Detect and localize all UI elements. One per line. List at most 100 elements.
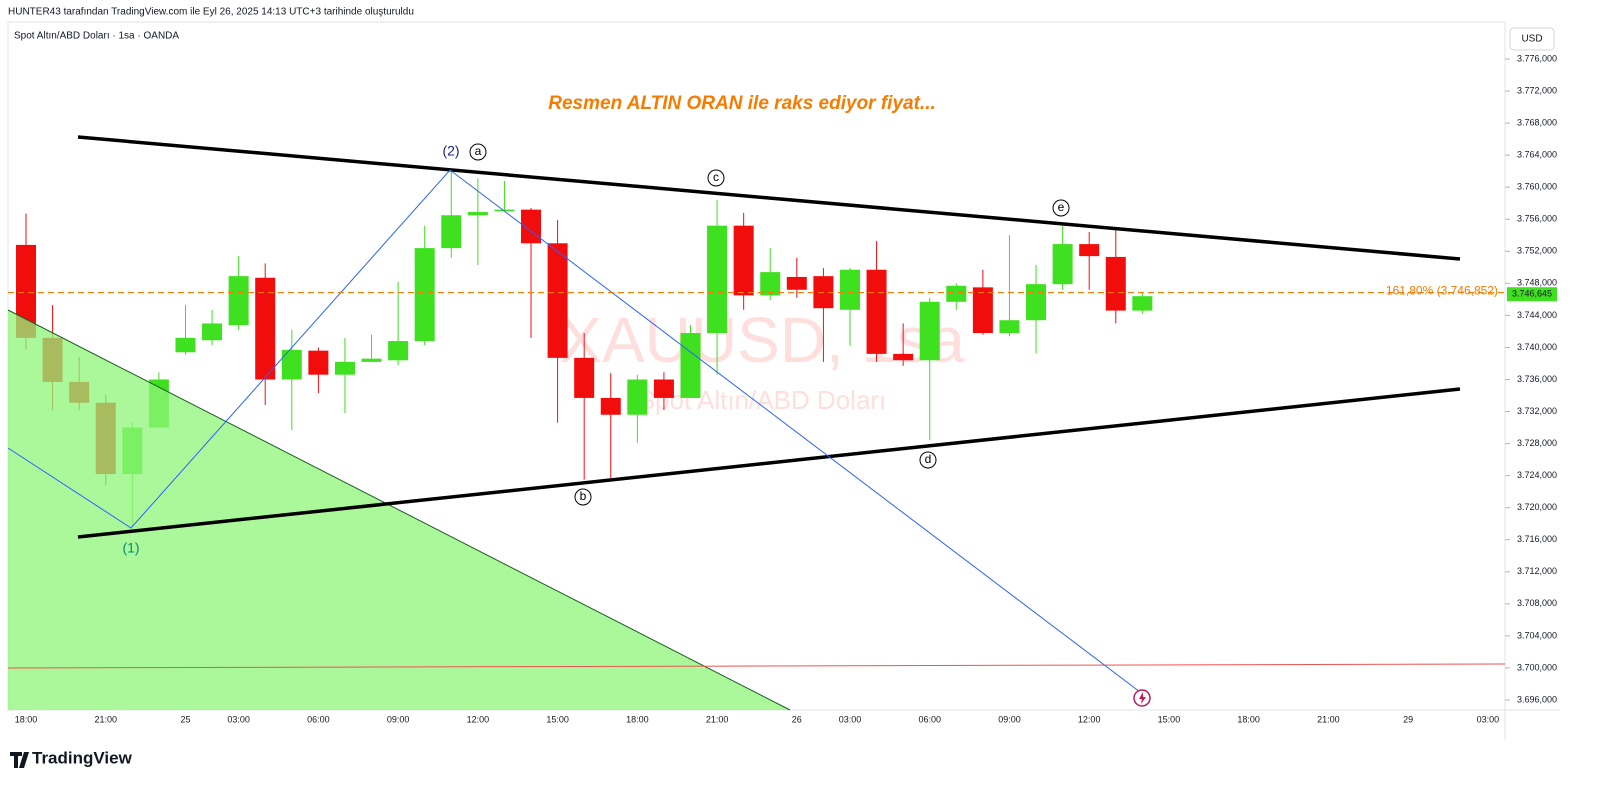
annotation: Resmen ALTIN ORAN ile raks ediyor fiyat.…	[548, 93, 936, 114]
candle-body	[334, 361, 355, 375]
candle-body	[16, 244, 36, 338]
candle-body	[308, 350, 329, 375]
candle-body	[680, 333, 701, 398]
symbol: Spot Altın/ABD Doları · 1sa · OANDA	[14, 31, 179, 42]
candle-body	[388, 341, 409, 361]
x-tick-label: 15:00	[1158, 714, 1181, 724]
x-tick-label: 25	[180, 714, 190, 724]
y-tick-label: 3.716,000	[1517, 534, 1557, 544]
wave-circle	[469, 143, 487, 161]
candle-body	[707, 225, 728, 334]
wave-label: (1)	[122, 540, 139, 556]
candle-body	[1079, 244, 1100, 257]
currency-box[interactable]	[1509, 27, 1555, 51]
candle-body	[228, 276, 249, 326]
x-tick-label: 18:00	[626, 714, 649, 724]
candle-body	[255, 277, 276, 380]
x-tick-label: 09:00	[998, 714, 1021, 724]
y-tick-label: 3.740,000	[1517, 342, 1557, 352]
wave-label: c	[713, 170, 719, 184]
x-tick-label: 15:00	[546, 714, 569, 724]
currency[interactable]: USD	[1521, 34, 1542, 45]
y-tick-label: 3.764,000	[1517, 150, 1557, 160]
wave-circle	[919, 451, 937, 469]
y-tick-label: 3.748,000	[1517, 278, 1557, 288]
candle-body	[999, 320, 1020, 334]
wave-circle	[707, 169, 725, 187]
y-tick-label: 3.728,000	[1517, 438, 1557, 448]
candle-body	[361, 358, 382, 362]
y-tick-label: 3.776,000	[1517, 53, 1557, 63]
wave-circle	[574, 488, 592, 506]
candle-body	[494, 209, 515, 212]
x-tick-label: 18:00	[15, 714, 38, 724]
candle-body	[866, 269, 887, 354]
candle-body	[893, 353, 914, 361]
candle-body	[1132, 296, 1153, 311]
y-tick-label: 3.724,000	[1517, 470, 1557, 480]
y-tick-label: 3.720,000	[1517, 502, 1557, 512]
candle-body	[946, 285, 967, 302]
y-tick-label: 3.732,000	[1517, 406, 1557, 416]
y-tick-label: 3.752,000	[1517, 246, 1557, 256]
candle-body	[600, 397, 621, 415]
triangle-edge	[7, 309, 791, 711]
y-tick-label: 3.704,000	[1517, 630, 1557, 640]
candle-body	[574, 357, 595, 398]
x-tick-label: 03:00	[839, 714, 862, 724]
candle-body	[733, 225, 754, 296]
candle-body	[547, 243, 568, 358]
wave-circle	[1052, 199, 1070, 217]
x-tick-label: 21:00	[94, 714, 117, 724]
upper-trendline	[77, 135, 1461, 261]
header: HUNTER43 tarafından TradingView.com ile …	[8, 7, 414, 18]
x-tick-label: 12:00	[467, 714, 490, 724]
watermark-subtitle: Spot Altın/ABD Doları	[638, 385, 887, 415]
last-price-tag	[1507, 287, 1557, 302]
y-tick-label: 3.760,000	[1517, 182, 1557, 192]
candle-body	[467, 212, 488, 216]
candle-body	[281, 349, 302, 380]
red-level	[7, 663, 1506, 669]
candle-body	[1105, 256, 1126, 311]
candle-body	[1026, 284, 1047, 321]
candle-body	[175, 337, 196, 353]
x-tick-label: 06:00	[918, 714, 941, 724]
y-tick-label: 3.756,000	[1517, 214, 1557, 224]
y-tick-label: 3.772,000	[1517, 85, 1557, 95]
y-tick-label: 3.700,000	[1517, 662, 1557, 672]
x-tick-label: 26	[792, 714, 802, 724]
candle-body	[627, 379, 648, 415]
y-tick-label: 3.708,000	[1517, 598, 1557, 608]
watermark: XAUUSD, 1sa	[559, 304, 965, 376]
y-tick-label: 3.696,000	[1517, 694, 1557, 704]
candle-body	[202, 323, 223, 341]
x-tick-label: 03:00	[227, 714, 250, 724]
lower-trendline	[77, 387, 1461, 539]
y-tick-label: 3.712,000	[1517, 566, 1557, 576]
candle-body	[839, 269, 860, 310]
wave-label: (2)	[442, 143, 459, 159]
wave-label: d	[925, 452, 932, 466]
y-tick-label: 3.744,000	[1517, 310, 1557, 320]
brand: TradingView	[32, 748, 133, 767]
brand-logo	[10, 752, 29, 768]
x-tick-label: 12:00	[1078, 714, 1101, 724]
x-tick-label: 21:00	[1317, 714, 1340, 724]
wave-label: e	[1058, 200, 1065, 214]
candle-body	[919, 301, 940, 361]
x-tick-label: 29	[1403, 714, 1413, 724]
last-price-label: 3.746,645	[1512, 289, 1552, 299]
candle-body	[786, 276, 807, 290]
candle-body	[972, 287, 993, 334]
fib-level-label: 161,80% (3.746,852)	[1386, 284, 1498, 298]
x-tick-label: 03:00	[1477, 714, 1500, 724]
wave-label: b	[580, 489, 587, 503]
candle-body	[414, 248, 435, 342]
x-tick-label: 21:00	[706, 714, 729, 724]
candle-body	[1052, 244, 1073, 285]
wave-path	[7, 169, 1141, 693]
x-tick-label: 18:00	[1237, 714, 1260, 724]
